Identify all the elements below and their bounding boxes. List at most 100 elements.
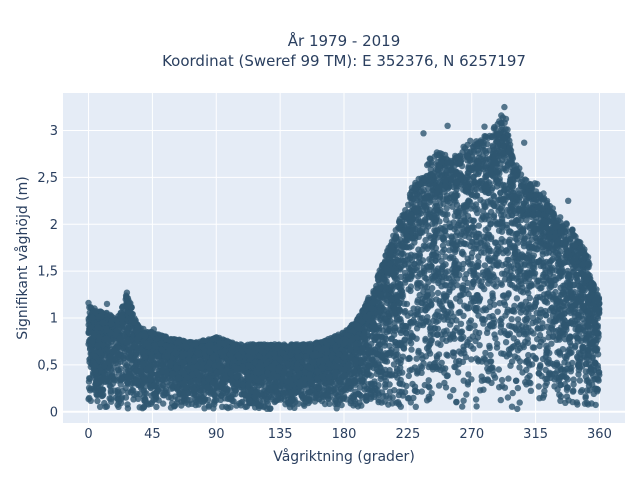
scatter-point xyxy=(463,391,470,398)
scatter-point xyxy=(224,395,232,403)
scatter-point xyxy=(490,371,497,379)
scatter-point xyxy=(96,403,104,410)
scatter-point xyxy=(405,394,412,402)
scatter-point xyxy=(539,295,547,302)
scatter-point xyxy=(220,385,227,392)
scatter-point xyxy=(566,333,574,341)
scatter-point xyxy=(413,355,420,362)
scatter-point xyxy=(160,400,167,407)
scatter-point xyxy=(474,209,481,217)
scatter-point xyxy=(508,358,516,365)
scatter-point xyxy=(535,370,543,377)
scatter-point xyxy=(505,375,512,382)
scatter-point xyxy=(520,343,527,351)
scatter-point xyxy=(555,305,563,313)
scatter-point xyxy=(387,349,394,356)
scatter-point xyxy=(460,377,467,384)
scatter-point xyxy=(486,303,493,310)
scatter-point xyxy=(455,357,463,365)
scatter-point xyxy=(120,355,128,362)
scatter-point xyxy=(428,337,435,344)
scatter-point xyxy=(465,371,472,378)
scatter-point xyxy=(498,315,505,322)
scatter-point xyxy=(495,366,502,373)
scatter-point xyxy=(423,397,431,404)
scatter-point xyxy=(574,401,581,408)
scatter-point xyxy=(459,403,466,410)
scatter-point xyxy=(521,316,529,324)
scatter-point xyxy=(563,295,570,302)
scatter-point xyxy=(460,343,467,350)
scatter-point xyxy=(551,281,558,289)
scatter-point xyxy=(529,314,537,321)
scatter-point xyxy=(397,403,404,410)
scatter-point xyxy=(544,299,551,306)
scatter-point xyxy=(511,353,519,360)
scatter-point xyxy=(457,320,465,327)
scatter-point xyxy=(418,388,425,395)
scatter-point xyxy=(219,403,226,410)
scatter-point xyxy=(426,384,433,391)
scatter-point xyxy=(101,399,108,407)
scatter-points xyxy=(85,103,603,413)
scatter-point xyxy=(397,273,404,281)
scatter-point xyxy=(408,346,415,353)
scatter-point xyxy=(414,273,422,280)
scatter-point xyxy=(425,377,432,384)
scatter-point xyxy=(439,248,446,256)
scatter-point xyxy=(501,384,509,391)
scatter-point xyxy=(523,255,531,262)
chart-title: År 1979 - 2019 xyxy=(288,31,401,50)
scatter-point xyxy=(422,236,429,244)
scatter-point xyxy=(439,305,446,313)
scatter-point xyxy=(514,384,522,392)
scatter-point xyxy=(423,345,431,352)
scatter-point xyxy=(570,381,577,388)
scatter-point xyxy=(514,405,521,413)
scatter-point xyxy=(467,300,475,307)
scatter-point xyxy=(527,387,535,394)
scatter-point xyxy=(435,382,443,389)
scatter-point xyxy=(375,396,382,403)
scatter-point xyxy=(448,233,455,240)
scatter-point xyxy=(570,376,577,383)
scatter-point xyxy=(465,324,472,332)
scatter-point xyxy=(526,249,533,256)
scatter-point xyxy=(556,336,563,343)
scatter-point xyxy=(447,253,455,261)
scatter-point xyxy=(414,281,421,288)
scatter-point xyxy=(479,307,487,314)
scatter-point xyxy=(130,396,137,403)
scatter-point xyxy=(544,290,551,297)
scatter-point xyxy=(426,325,434,332)
scatter-point xyxy=(475,222,482,229)
scatter-point xyxy=(561,359,568,366)
scatter-point xyxy=(389,394,396,401)
scatter-point xyxy=(472,396,480,403)
scatter-point xyxy=(525,289,532,297)
scatter-point xyxy=(513,295,521,302)
scatter-point xyxy=(482,349,489,357)
scatter-point xyxy=(394,374,401,381)
scatter-point xyxy=(535,383,542,390)
scatter-point xyxy=(487,351,494,359)
scatter-point xyxy=(530,330,537,337)
scatter-point xyxy=(440,273,448,280)
scatter-point xyxy=(425,278,432,286)
scatter-point xyxy=(584,347,592,354)
scatter-point xyxy=(424,245,431,252)
scatter-point xyxy=(434,289,442,297)
scatter-point xyxy=(461,218,469,225)
scatter-point xyxy=(429,284,436,292)
scatter-point xyxy=(300,400,307,408)
scatter-point xyxy=(509,389,516,397)
scatter-point xyxy=(502,339,510,346)
scatter-point xyxy=(541,387,548,395)
chart-subtitle: Koordinat (Sweref 99 TM): E 352376, N 62… xyxy=(162,52,526,70)
scatter-point xyxy=(485,280,492,287)
scatter-point xyxy=(508,316,515,323)
scatter-point xyxy=(490,200,497,207)
scatter-point xyxy=(420,264,427,272)
